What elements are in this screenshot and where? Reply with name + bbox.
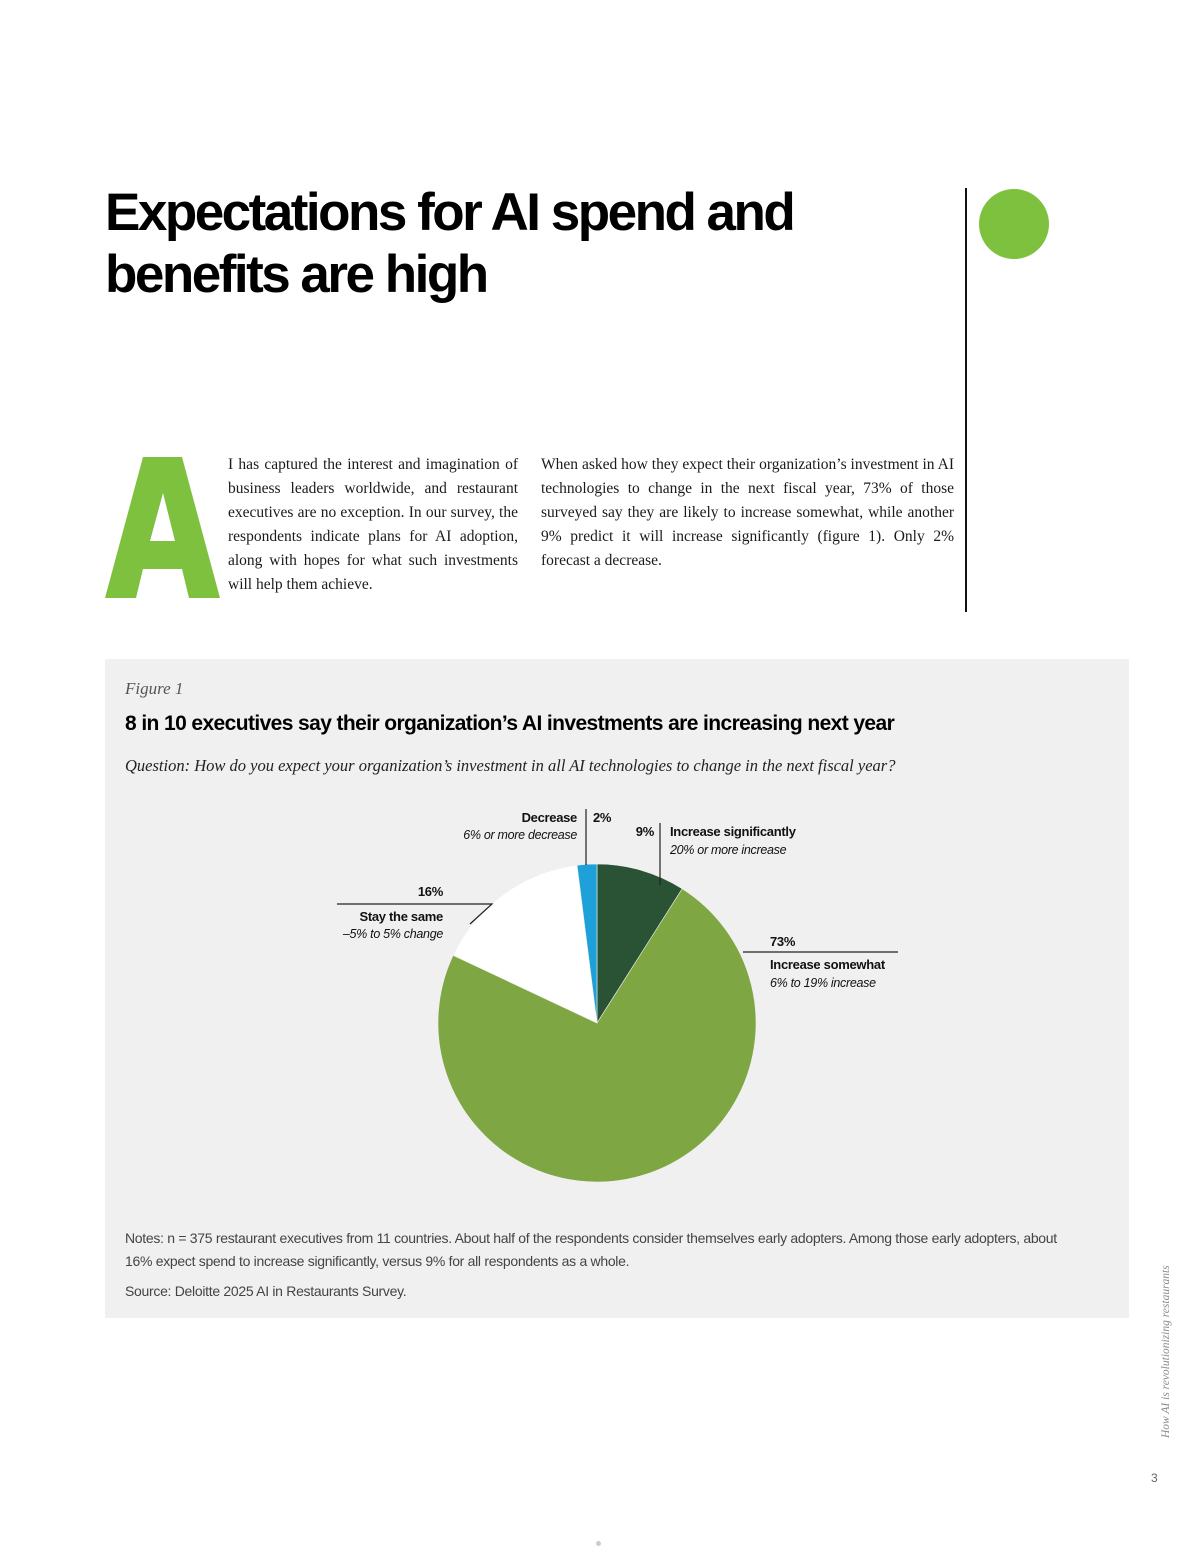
pie-slice-decrease	[576, 863, 598, 1024]
pie-slice-increase-somewhat	[437, 888, 757, 1183]
label-decrease-value: 2%	[593, 810, 612, 825]
figure-1-panel: Figure 1 8 in 10 executives say their or…	[105, 659, 1129, 1318]
pie-slice-stay-the-same	[452, 864, 598, 1024]
vertical-rule	[965, 188, 967, 612]
label-inc-sig-value: 9%	[636, 824, 655, 839]
pie-slice-increase-significantly	[596, 863, 683, 1025]
label-inc-some-value: 73%	[770, 934, 796, 949]
green-circle-decoration	[979, 189, 1049, 259]
figure-label: Figure 1	[125, 679, 184, 698]
leader-line-stay-same	[337, 903, 494, 925]
page-headline: Expectations for AI spend and benefits a…	[105, 183, 796, 304]
label-stay-sub: –5% to 5% change	[342, 927, 443, 941]
footer-dot	[596, 1541, 601, 1546]
drop-cap	[105, 457, 220, 598]
label-stay-value: 16%	[418, 884, 444, 899]
label-stay-name: Stay the same	[359, 909, 443, 924]
figure-notes: Notes: n = 375 restaurant executives fro…	[125, 1230, 1057, 1269]
label-inc-sig-sub: 20% or more increase	[669, 843, 787, 857]
pie-chart: Decrease 6% or more decrease 2% 9% Incre…	[337, 809, 898, 1183]
label-inc-some-name: Increase somewhat	[770, 957, 886, 972]
label-inc-sig-name: Increase significantly	[670, 824, 797, 839]
figure-title: 8 in 10 executives say their organizatio…	[125, 712, 895, 735]
drop-cap-glyph	[105, 457, 220, 598]
label-decrease-sub: 6% or more decrease	[463, 828, 577, 842]
intro-paragraph: I has captured the interest and imaginat…	[228, 456, 518, 593]
figure-question: Question: How do you expect your organiz…	[125, 756, 896, 775]
label-inc-some-sub: 6% to 19% increase	[770, 976, 876, 990]
figure-source: Source: Deloitte 2025 AI in Restaurants …	[125, 1283, 407, 1299]
intro-column: I has captured the interest and imaginat…	[105, 453, 518, 598]
label-decrease-name: Decrease	[522, 810, 577, 825]
body-paragraph: When asked how they expect their organiz…	[541, 456, 954, 569]
body-right-column: When asked how they expect their organiz…	[541, 453, 954, 573]
running-title: How AI is revolutionizing restaurants	[1160, 1265, 1172, 1438]
page-number: 3	[1151, 1471, 1158, 1485]
